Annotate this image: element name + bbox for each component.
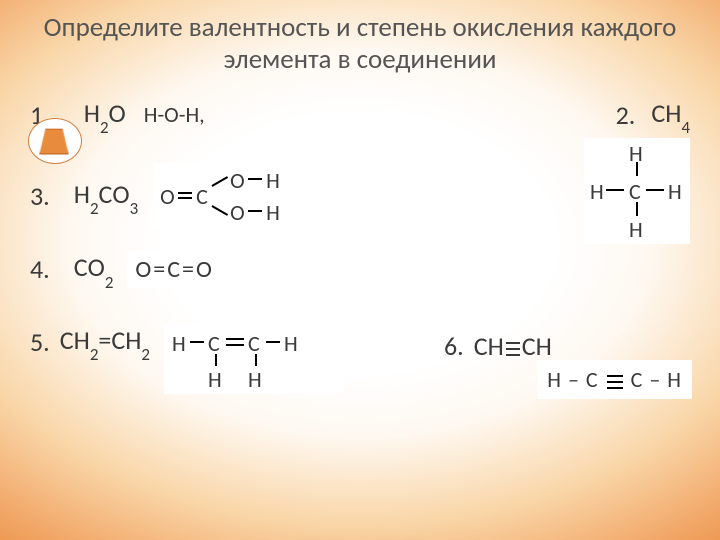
row-1: 1. Н2О Н-О-Н, 2. СН4 [30,97,690,133]
ethyne-triple [607,375,623,389]
eth-b2 [266,341,280,343]
eth-vb1 [215,354,217,366]
h2co3-bond-up [212,176,229,187]
item-4-num: 4. [30,253,50,285]
item-4: 4. СО2 [30,251,113,287]
ch4-c: C [629,178,641,205]
item-5-m: =СН [98,324,141,356]
item-5-num: 5. [30,326,50,358]
ch4-h-bottom: H [629,216,643,243]
diagram-ethyne: H – C C – H [537,360,692,399]
ethyne-b2: – [649,366,661,393]
h2co3-h1: H [266,167,280,194]
slide-title: Определите валентность и степень окислен… [30,12,690,77]
ch4-bond-left [606,189,624,191]
diagram-co2: О=С=О [127,251,221,288]
item-1-f1: Н [84,97,100,129]
item-6-num: 6. [444,330,464,362]
ch4-bond-top [636,162,638,176]
eth-b1 [190,341,204,343]
item-1-sub: 2 [100,117,109,138]
h2co3-o2: O [230,167,245,194]
item-2-num: 2. [616,99,636,131]
ch4-bond-bottom [636,202,638,216]
item-2-sub: 4 [681,117,690,138]
eth-h3: H [208,366,222,393]
item-1-f2: О [109,97,126,129]
item-1: 1. Н2О Н-О-Н, [30,97,516,133]
h2co3-dbl1 [178,192,192,194]
item-6-triple [506,340,520,358]
item-1-struct: Н-О-Н, [144,101,205,128]
eth-c1: C [208,330,220,357]
h2co3-bond-down [212,205,229,216]
ch4-h-left: H [590,178,604,205]
item-3-s2: 3 [130,198,139,219]
ethyne-h2: H [667,366,682,393]
h2co3-oh2 [248,210,262,212]
item-6: 6. СН СН [444,330,552,362]
co2-struct: О=С=О [135,255,213,284]
item-6-b: СН [522,330,552,362]
item-3-a: Н [74,178,90,210]
eth-h2: H [284,330,298,357]
item-5-a: СН [60,324,90,356]
item-6-a: СН [474,330,504,362]
eth-dbl2 [226,344,244,346]
h2co3-o1: O [160,183,175,210]
item-5-sa: 2 [90,344,99,365]
item-3: 3. Н2СО3 [30,178,138,214]
ethyne-c1: C [586,366,599,393]
ch4-bond-right [646,189,664,191]
h2co3-h2: H [266,199,280,226]
ethyne-h1: H [547,366,562,393]
diagram-ethene: H C C H H H [164,324,344,394]
eth-c2: C [248,330,260,357]
item-5: 5. СН2=СН2 [30,324,150,360]
ethyne-c2: C [631,366,644,393]
eth-vb2 [255,354,257,366]
row-4: 4. СО2 О=С=О [30,251,690,288]
h2co3-o3: O [230,199,245,226]
item-4-label: СО [74,251,105,283]
eth-h4: H [248,366,262,393]
item-3-num: 3. [30,180,50,212]
ethyne-b1: – [568,366,580,393]
h2co3-dbl2 [178,197,192,199]
item-2: 2. СН4 [616,97,690,133]
diagram-ch4: H C H H H [584,138,690,244]
ch4-h-right: H [668,178,682,205]
item-3-s1: 2 [90,198,99,219]
h2co3-oh1 [248,178,262,180]
diagram-h2co3: O C O H O H [154,163,302,229]
slide-content: Определите валентность и степень окислен… [0,0,720,394]
item-5-sb: 2 [141,344,150,365]
eth-h1: H [172,330,186,357]
item-2-label: СН [651,97,681,129]
item-3-b: СО [99,178,130,210]
h2co3-c: C [196,183,208,210]
item-4-sub: 2 [105,272,114,293]
eth-dbl1 [226,338,244,340]
